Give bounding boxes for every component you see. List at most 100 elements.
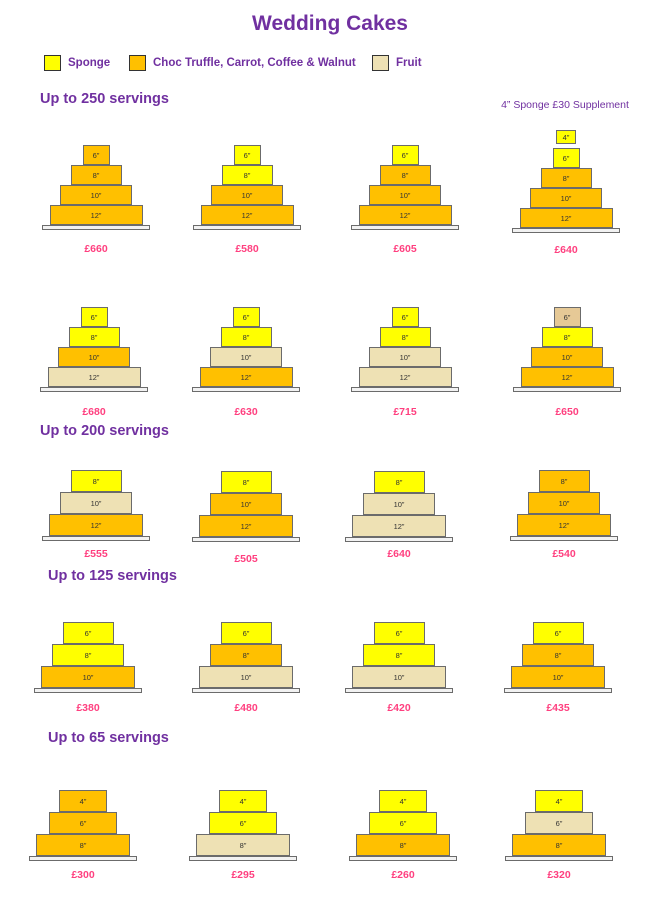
cake-tier: 4” <box>59 790 107 812</box>
cake-tier: 8” <box>363 644 435 666</box>
legend-label-fruit: Fruit <box>396 57 422 69</box>
page-title: Wedding Cakes <box>252 12 408 35</box>
cake-price: £320 <box>547 869 571 881</box>
cake-price: £300 <box>71 869 95 881</box>
cake-price: £650 <box>555 406 579 418</box>
cake-tier: 10” <box>211 185 283 205</box>
cake-price: £640 <box>387 548 411 560</box>
cake-price: £420 <box>387 702 411 714</box>
cake-tier: 10” <box>60 185 132 205</box>
cake-tier: 10” <box>41 666 135 688</box>
cake-tier: 8” <box>356 834 450 856</box>
cake-tier: 10” <box>210 347 282 367</box>
legend: Sponge Choc Truffle, Carrot, Coffee & Wa… <box>44 54 644 74</box>
cake-tier: 8” <box>540 168 592 188</box>
cake-tier: 6” <box>532 622 584 644</box>
cake-tier: 6” <box>391 307 419 327</box>
cake-tier: 8” <box>379 327 431 347</box>
cake-tier: 12” <box>49 514 143 536</box>
cake-tier: 10” <box>199 666 293 688</box>
cake-tier: 6” <box>552 148 580 168</box>
cake-tier: 10” <box>369 185 441 205</box>
cake-tier: 8” <box>220 471 272 493</box>
cake-tier: 6” <box>525 812 593 834</box>
cake-tier: 10” <box>528 492 600 514</box>
cake-plate <box>192 688 300 693</box>
cake-tier: 6” <box>232 307 260 327</box>
cake-tier: 8” <box>196 834 290 856</box>
cake-price: £660 <box>84 243 108 255</box>
cake-tier: 12” <box>199 515 293 537</box>
cake-price: £715 <box>393 406 417 418</box>
cake-tier: 8” <box>541 327 593 347</box>
cake-tier: 6” <box>209 812 277 834</box>
cake-tier: 4” <box>556 130 576 144</box>
cake-plate <box>505 856 613 861</box>
cake-plate <box>351 225 459 230</box>
supplement-note: 4” Sponge £30 Supplement <box>501 99 629 111</box>
cake-tier: 8” <box>538 470 590 492</box>
cake-tier: 10” <box>60 492 132 514</box>
cake-tier: 8” <box>210 644 282 666</box>
cake-tier: 6” <box>220 622 272 644</box>
section-heading-250: Up to 250 servings <box>40 91 169 107</box>
cake-tier: 8” <box>373 471 425 493</box>
cake-tier: 6” <box>369 812 437 834</box>
cake-plate <box>513 387 621 392</box>
cake-tier: 8” <box>70 470 122 492</box>
cake-plate <box>512 228 620 233</box>
cake-tier: 12” <box>519 208 613 228</box>
cake-tier: 8” <box>512 834 606 856</box>
cake-tier: 12” <box>352 515 446 537</box>
cake-price: £580 <box>235 243 259 255</box>
cake-plate <box>193 225 301 230</box>
cake-tier: 10” <box>352 666 446 688</box>
cake-tier: 12” <box>200 205 294 225</box>
cake-tier: 4” <box>379 790 427 812</box>
cake-tier: 10” <box>369 347 441 367</box>
cake-tier: 6” <box>373 622 425 644</box>
cake-price: £540 <box>552 548 576 560</box>
cake-plate <box>192 387 300 392</box>
cake-tier: 6” <box>391 145 419 165</box>
cake-tier: 10” <box>58 347 130 367</box>
cake-tier: 12” <box>199 367 293 387</box>
cake-price: £260 <box>391 869 415 881</box>
cake-tier: 10” <box>210 493 282 515</box>
cake-tier: 6” <box>62 622 114 644</box>
cake-tier: 8” <box>70 165 122 185</box>
cake-plate <box>510 536 618 541</box>
cake-plate <box>189 856 297 861</box>
cake-price: £640 <box>554 244 578 256</box>
cake-tier: 6” <box>49 812 117 834</box>
legend-label-sponge: Sponge <box>68 57 111 69</box>
cake-tier: 8” <box>52 644 124 666</box>
cake-tier: 8” <box>36 834 130 856</box>
cake-tier: 8” <box>221 165 273 185</box>
legend-label-choc: Choc Truffle, Carrot, Coffee & Walnut <box>153 57 356 69</box>
cake-price: £680 <box>82 406 106 418</box>
fruit-swatch <box>372 55 389 71</box>
cake-tier: 6” <box>80 307 108 327</box>
cake-tier: 6” <box>233 145 261 165</box>
cake-tier: 4” <box>535 790 583 812</box>
cake-price: £505 <box>234 553 258 565</box>
cake-price: £555 <box>84 548 108 560</box>
cake-tier: 4” <box>219 790 267 812</box>
cake-tier: 12” <box>517 514 611 536</box>
cake-plate <box>29 856 137 861</box>
cake-tier: 12” <box>520 367 614 387</box>
cake-tier: 6” <box>553 307 581 327</box>
section-heading-65: Up to 65 servings <box>48 730 169 746</box>
cake-price: £295 <box>231 869 255 881</box>
cake-price: £435 <box>546 702 570 714</box>
cake-tier: 10” <box>511 666 605 688</box>
cake-plate <box>504 688 612 693</box>
cake-plate <box>42 225 150 230</box>
cake-price: £480 <box>234 702 258 714</box>
cake-plate <box>40 387 148 392</box>
cake-plate <box>345 688 453 693</box>
cake-plate <box>42 536 150 541</box>
cake-price: £380 <box>76 702 100 714</box>
cake-tier: 8” <box>522 644 594 666</box>
